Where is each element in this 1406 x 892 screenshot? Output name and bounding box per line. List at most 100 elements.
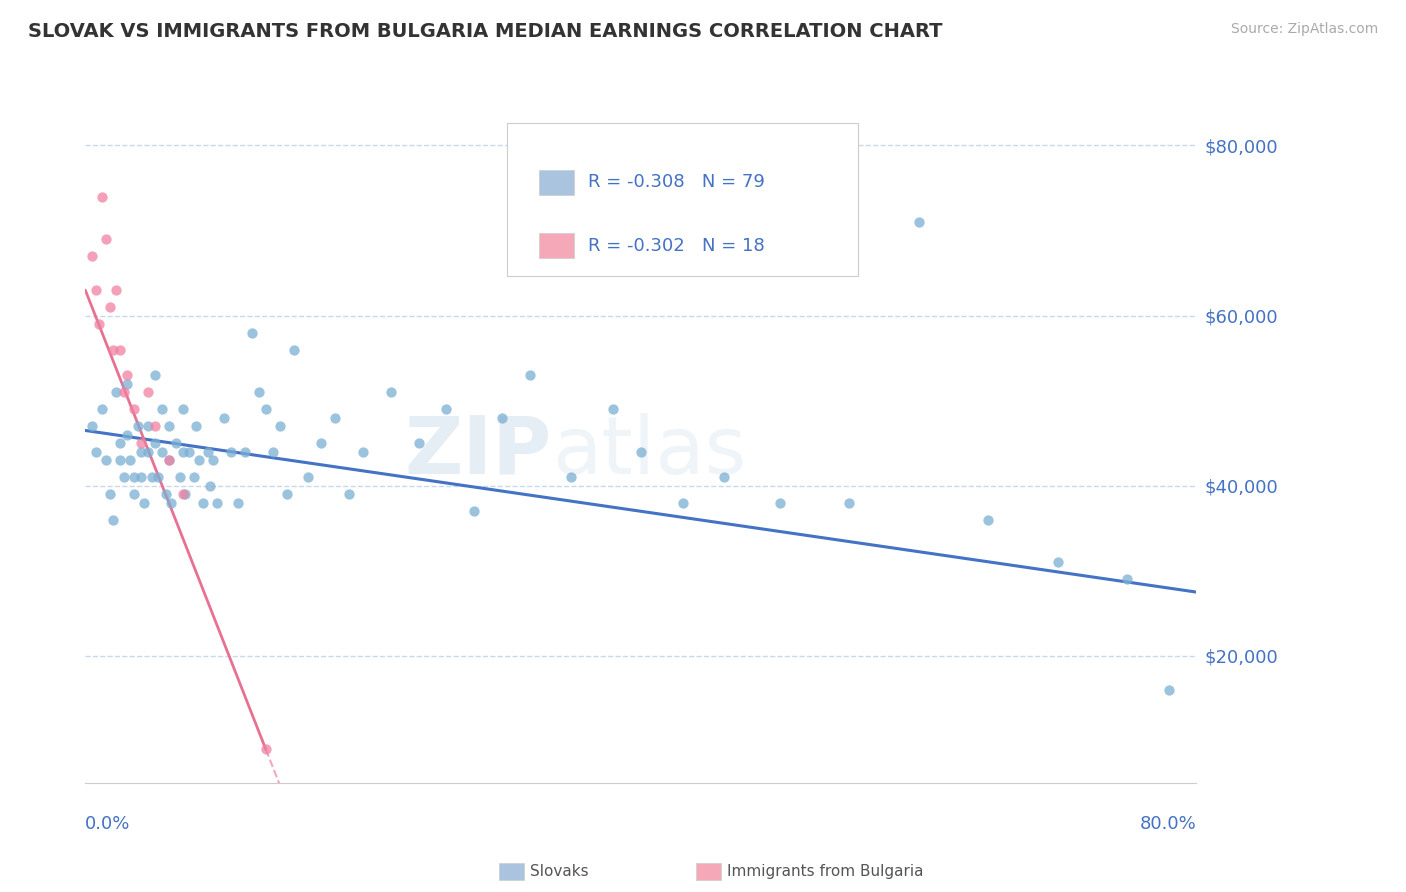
Point	[122, 487, 145, 501]
Point	[82, 249, 104, 263]
Text: 80.0%: 80.0%	[1140, 815, 1197, 833]
Point	[136, 444, 159, 458]
Point	[1157, 682, 1180, 697]
Point	[977, 513, 1000, 527]
Point	[94, 453, 117, 467]
Text: 0.0%: 0.0%	[86, 815, 131, 833]
Point	[146, 470, 169, 484]
Point	[186, 419, 208, 434]
Point	[226, 496, 249, 510]
Point	[337, 487, 360, 501]
Point	[519, 368, 541, 383]
Point	[129, 470, 152, 484]
Point	[311, 436, 333, 450]
Point	[157, 419, 180, 434]
Point	[157, 453, 180, 467]
Point	[262, 444, 284, 458]
Text: Slovaks: Slovaks	[530, 864, 589, 879]
Point	[82, 419, 104, 434]
Point	[491, 410, 513, 425]
Point	[165, 436, 187, 450]
Point	[160, 496, 183, 510]
Point	[1116, 572, 1139, 586]
Point	[1046, 555, 1069, 569]
Point	[172, 444, 194, 458]
Point	[240, 326, 263, 340]
Point	[136, 419, 159, 434]
Text: R = -0.308   N = 79: R = -0.308 N = 79	[588, 173, 765, 192]
Point	[323, 410, 346, 425]
Point	[104, 385, 127, 400]
Point	[143, 368, 166, 383]
Point	[247, 385, 270, 400]
Point	[91, 402, 114, 417]
Point	[276, 487, 298, 501]
Point	[602, 402, 624, 417]
Point	[104, 283, 127, 297]
Point	[112, 470, 135, 484]
Point	[269, 419, 291, 434]
Point	[108, 453, 131, 467]
Point	[101, 513, 124, 527]
Point	[436, 402, 458, 417]
Point	[108, 436, 131, 450]
Point	[136, 385, 159, 400]
Point	[98, 487, 121, 501]
Point	[197, 444, 219, 458]
Point	[172, 402, 194, 417]
Point	[297, 470, 319, 484]
Point	[89, 317, 111, 331]
Point	[408, 436, 430, 450]
Point	[183, 470, 205, 484]
Point	[150, 402, 173, 417]
Point	[219, 444, 242, 458]
Point	[150, 444, 173, 458]
Point	[86, 444, 108, 458]
Text: ZIP: ZIP	[405, 413, 553, 491]
Point	[115, 427, 138, 442]
Text: atlas: atlas	[553, 413, 747, 491]
Text: R = -0.302   N = 18: R = -0.302 N = 18	[588, 237, 765, 255]
Point	[200, 479, 222, 493]
Point	[193, 496, 215, 510]
Point	[352, 444, 374, 458]
Point	[143, 436, 166, 450]
Point	[207, 496, 229, 510]
Point	[91, 189, 114, 203]
Point	[560, 470, 582, 484]
Point	[283, 343, 305, 357]
Point	[122, 402, 145, 417]
Point	[907, 215, 929, 229]
Point	[108, 343, 131, 357]
Point	[129, 444, 152, 458]
Point	[169, 470, 191, 484]
Point	[122, 470, 145, 484]
Text: Immigrants from Bulgaria: Immigrants from Bulgaria	[727, 864, 924, 879]
Point	[463, 504, 485, 518]
Point	[188, 453, 211, 467]
Point	[129, 436, 152, 450]
Point	[98, 300, 121, 314]
Point	[202, 453, 225, 467]
Point	[132, 496, 155, 510]
Point	[671, 496, 693, 510]
Point	[233, 444, 256, 458]
Point	[143, 419, 166, 434]
Point	[630, 444, 652, 458]
Point	[141, 470, 163, 484]
Point	[157, 453, 180, 467]
Point	[112, 385, 135, 400]
Point	[254, 402, 277, 417]
Point	[127, 419, 149, 434]
Text: SLOVAK VS IMMIGRANTS FROM BULGARIA MEDIAN EARNINGS CORRELATION CHART: SLOVAK VS IMMIGRANTS FROM BULGARIA MEDIA…	[28, 22, 942, 41]
Point	[838, 496, 860, 510]
Point	[212, 410, 235, 425]
Point	[118, 453, 141, 467]
Point	[769, 496, 792, 510]
Text: Source: ZipAtlas.com: Source: ZipAtlas.com	[1230, 22, 1378, 37]
Point	[115, 376, 138, 391]
Point	[179, 444, 201, 458]
Point	[380, 385, 402, 400]
Point	[174, 487, 197, 501]
Point	[94, 232, 117, 246]
